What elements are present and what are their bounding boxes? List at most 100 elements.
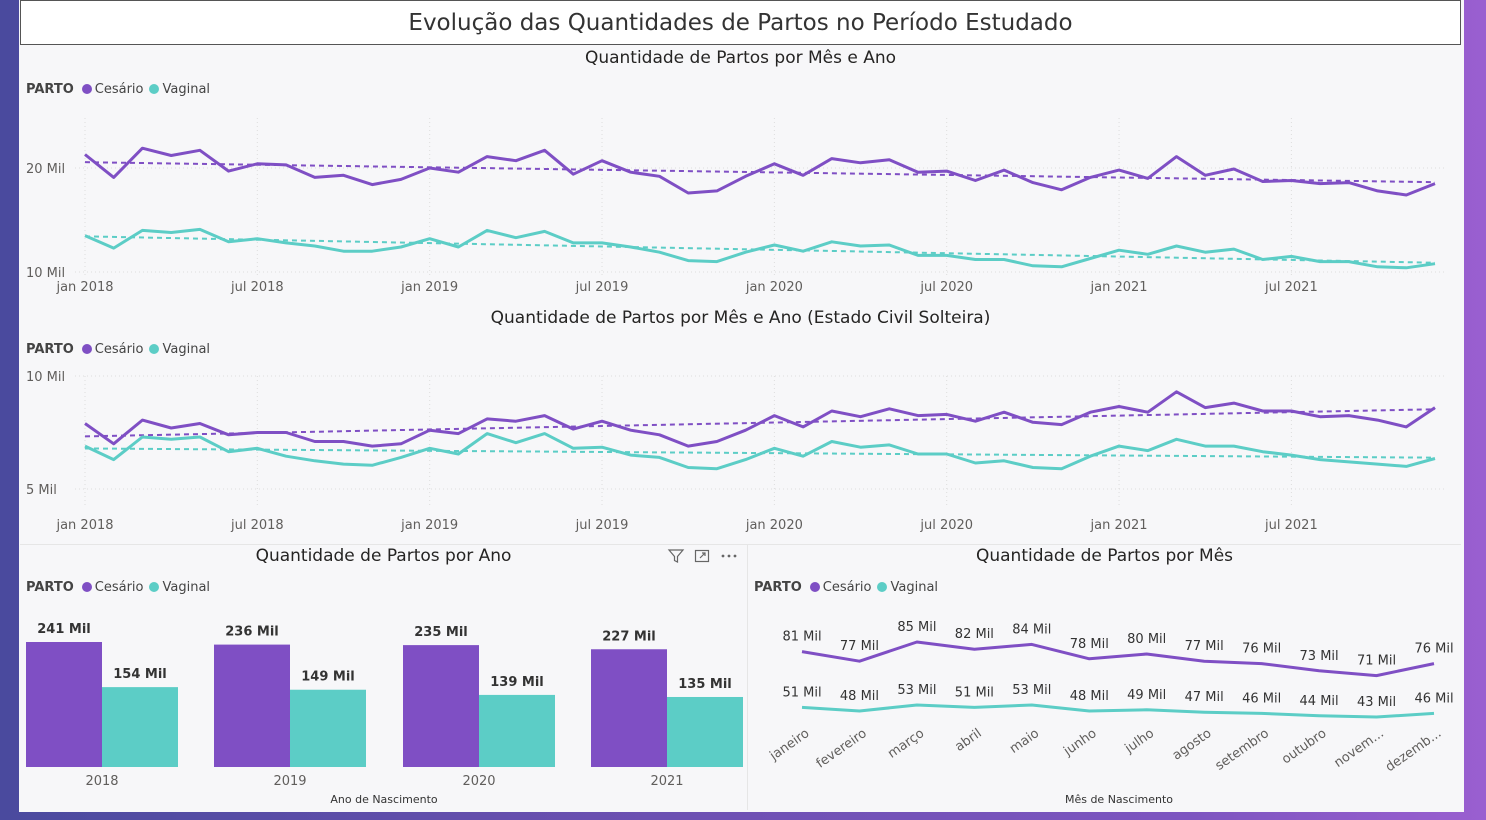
legend-field: PARTO xyxy=(26,342,74,357)
filter-icon[interactable] xyxy=(667,548,685,568)
legend-vaginal-dot xyxy=(877,582,888,592)
month-label-cesario: 76 Mil xyxy=(1414,642,1453,657)
x-tick-2019: 2019 xyxy=(273,774,306,789)
month-label-cesario: 85 Mil xyxy=(897,620,936,635)
legend-vaginal[interactable]: Vaginal xyxy=(162,580,211,595)
legend-cesario-dot xyxy=(81,84,92,94)
chart2-x-tick: jul 2018 xyxy=(230,518,284,533)
chart1-x-tick: jul 2021 xyxy=(1264,280,1318,295)
x-axis-title: Ano de Nascimento xyxy=(330,793,438,806)
bar-label-vaginal-2020: 139 Mil xyxy=(490,675,544,690)
month-label-cesario: 81 Mil xyxy=(782,630,821,645)
legend-vaginal[interactable]: Vaginal xyxy=(890,580,939,595)
legend-vaginal[interactable]: Vaginal xyxy=(162,342,211,357)
chart3-legend[interactable]: PARTO Cesário Vaginal xyxy=(26,580,214,595)
visual-header-icons xyxy=(667,548,748,568)
chart1-x-tick: jan 2021 xyxy=(1090,280,1148,295)
legend-field: PARTO xyxy=(754,580,802,595)
month-x-tick: outubro xyxy=(1279,726,1329,767)
month-label-cesario: 71 Mil xyxy=(1357,654,1396,669)
page-title: Evolução das Quantidades de Partos no Pe… xyxy=(20,0,1461,45)
month-label-cesario: 82 Mil xyxy=(955,627,994,642)
legend-cesario[interactable]: Cesário xyxy=(94,82,144,97)
month-label-cesario: 78 Mil xyxy=(1070,637,1109,652)
legend-cesario[interactable]: Cesário xyxy=(822,580,872,595)
chart1-series-line-cesario xyxy=(84,146,1436,197)
panel-divider xyxy=(747,545,748,810)
chart4-title: Quantidade de Partos por Mês xyxy=(975,546,1234,566)
month-label-vaginal: 51 Mil xyxy=(782,685,821,700)
more-options-icon[interactable] xyxy=(720,548,738,568)
bar-vaginal-2019 xyxy=(290,689,366,767)
bar-label-cesario-2021: 227 Mil xyxy=(602,629,656,644)
chart1-y-tick: 10 Mil xyxy=(26,266,65,281)
chart2-x-tick: jan 2020 xyxy=(745,518,803,533)
chart1-series-line-vaginal xyxy=(84,227,1436,270)
focus-mode-icon[interactable] xyxy=(694,548,710,568)
month-label-vaginal: 48 Mil xyxy=(840,689,879,704)
chart2-x-tick: jul 2020 xyxy=(919,518,973,533)
bar-label-cesario-2020: 235 Mil xyxy=(414,625,468,640)
month-x-tick: junho xyxy=(1060,726,1099,760)
month-x-tick: julho xyxy=(1122,726,1157,757)
month-label-cesario: 77 Mil xyxy=(1185,639,1224,654)
chart2-x-tick: jul 2021 xyxy=(1264,518,1318,533)
chart1-x-tick: jul 2020 xyxy=(919,280,973,295)
chart1-x-tick: jul 2019 xyxy=(575,280,629,295)
chart1-legend[interactable]: PARTO Cesário Vaginal xyxy=(26,82,214,97)
chart2-series-line-vaginal xyxy=(84,432,1436,471)
section-divider xyxy=(20,544,1461,545)
month-x-tick: maio xyxy=(1007,726,1042,757)
legend-cesario[interactable]: Cesário xyxy=(94,342,144,357)
month-line-vaginal xyxy=(801,703,1435,719)
bar-label-vaginal-2019: 149 Mil xyxy=(301,670,355,685)
bar-label-cesario-2018: 241 Mil xyxy=(37,622,91,637)
month-x-tick: agosto xyxy=(1170,726,1215,764)
month-label-vaginal: 53 Mil xyxy=(897,683,936,698)
chart1-trendline-cesario xyxy=(84,161,1436,184)
month-label-vaginal: 47 Mil xyxy=(1185,690,1224,705)
chart2-title: Quantidade de Partos por Mês e Ano (Esta… xyxy=(490,308,991,328)
chart2-legend[interactable]: PARTO Cesário Vaginal xyxy=(26,342,214,357)
chart2-y-tick: 5 Mil xyxy=(26,483,57,498)
chart2-x-tick: jan 2018 xyxy=(55,518,113,533)
chart1-y-tick: 20 Mil xyxy=(26,162,65,177)
legend-cesario[interactable]: Cesário xyxy=(94,580,144,595)
month-x-tick: abril xyxy=(952,726,984,755)
x-tick-2021: 2021 xyxy=(650,774,683,789)
month-label-vaginal: 44 Mil xyxy=(1300,694,1339,709)
chart2-x-tick: jan 2021 xyxy=(1090,518,1148,533)
chart2-y-tick: 10 Mil xyxy=(26,370,65,385)
month-label-vaginal: 43 Mil xyxy=(1357,695,1396,710)
chart4-legend[interactable]: PARTO Cesário Vaginal xyxy=(754,580,942,595)
month-label-vaginal: 46 Mil xyxy=(1414,691,1453,706)
month-x-tick: janeiro xyxy=(766,726,812,764)
month-x-tick: dezemb... xyxy=(1383,726,1444,775)
x-tick-2018: 2018 xyxy=(85,774,118,789)
month-label-cesario: 84 Mil xyxy=(1012,622,1051,637)
bar-vaginal-2020 xyxy=(479,694,555,767)
month-line-cesario xyxy=(801,640,1435,678)
bar-cesario-2020 xyxy=(403,645,479,767)
chart3-title: Quantidade de Partos por Ano xyxy=(255,546,512,566)
x-tick-2020: 2020 xyxy=(462,774,495,789)
month-label-vaginal: 48 Mil xyxy=(1070,689,1109,704)
bar-label-cesario-2019: 236 Mil xyxy=(225,625,279,640)
chart2-x-tick: jan 2019 xyxy=(400,518,458,533)
legend-vaginal[interactable]: Vaginal xyxy=(162,82,211,97)
chart1-x-tick: jan 2019 xyxy=(400,280,458,295)
bar-cesario-2019 xyxy=(214,644,290,767)
month-label-vaginal: 53 Mil xyxy=(1012,683,1051,698)
legend-vaginal-dot xyxy=(149,582,160,592)
x-axis-title: Mês de Nascimento xyxy=(1065,793,1173,806)
month-label-cesario: 73 Mil xyxy=(1300,649,1339,664)
chart1-x-tick: jan 2018 xyxy=(55,280,113,295)
chart2-series-line-cesario xyxy=(84,390,1436,448)
chart1-x-tick: jul 2018 xyxy=(230,280,284,295)
month-x-tick: novem... xyxy=(1332,726,1387,771)
month-label-cesario: 80 Mil xyxy=(1127,632,1166,647)
legend-field: PARTO xyxy=(26,82,74,97)
legend-cesario-dot xyxy=(81,344,92,354)
bar-cesario-2021 xyxy=(591,649,667,767)
